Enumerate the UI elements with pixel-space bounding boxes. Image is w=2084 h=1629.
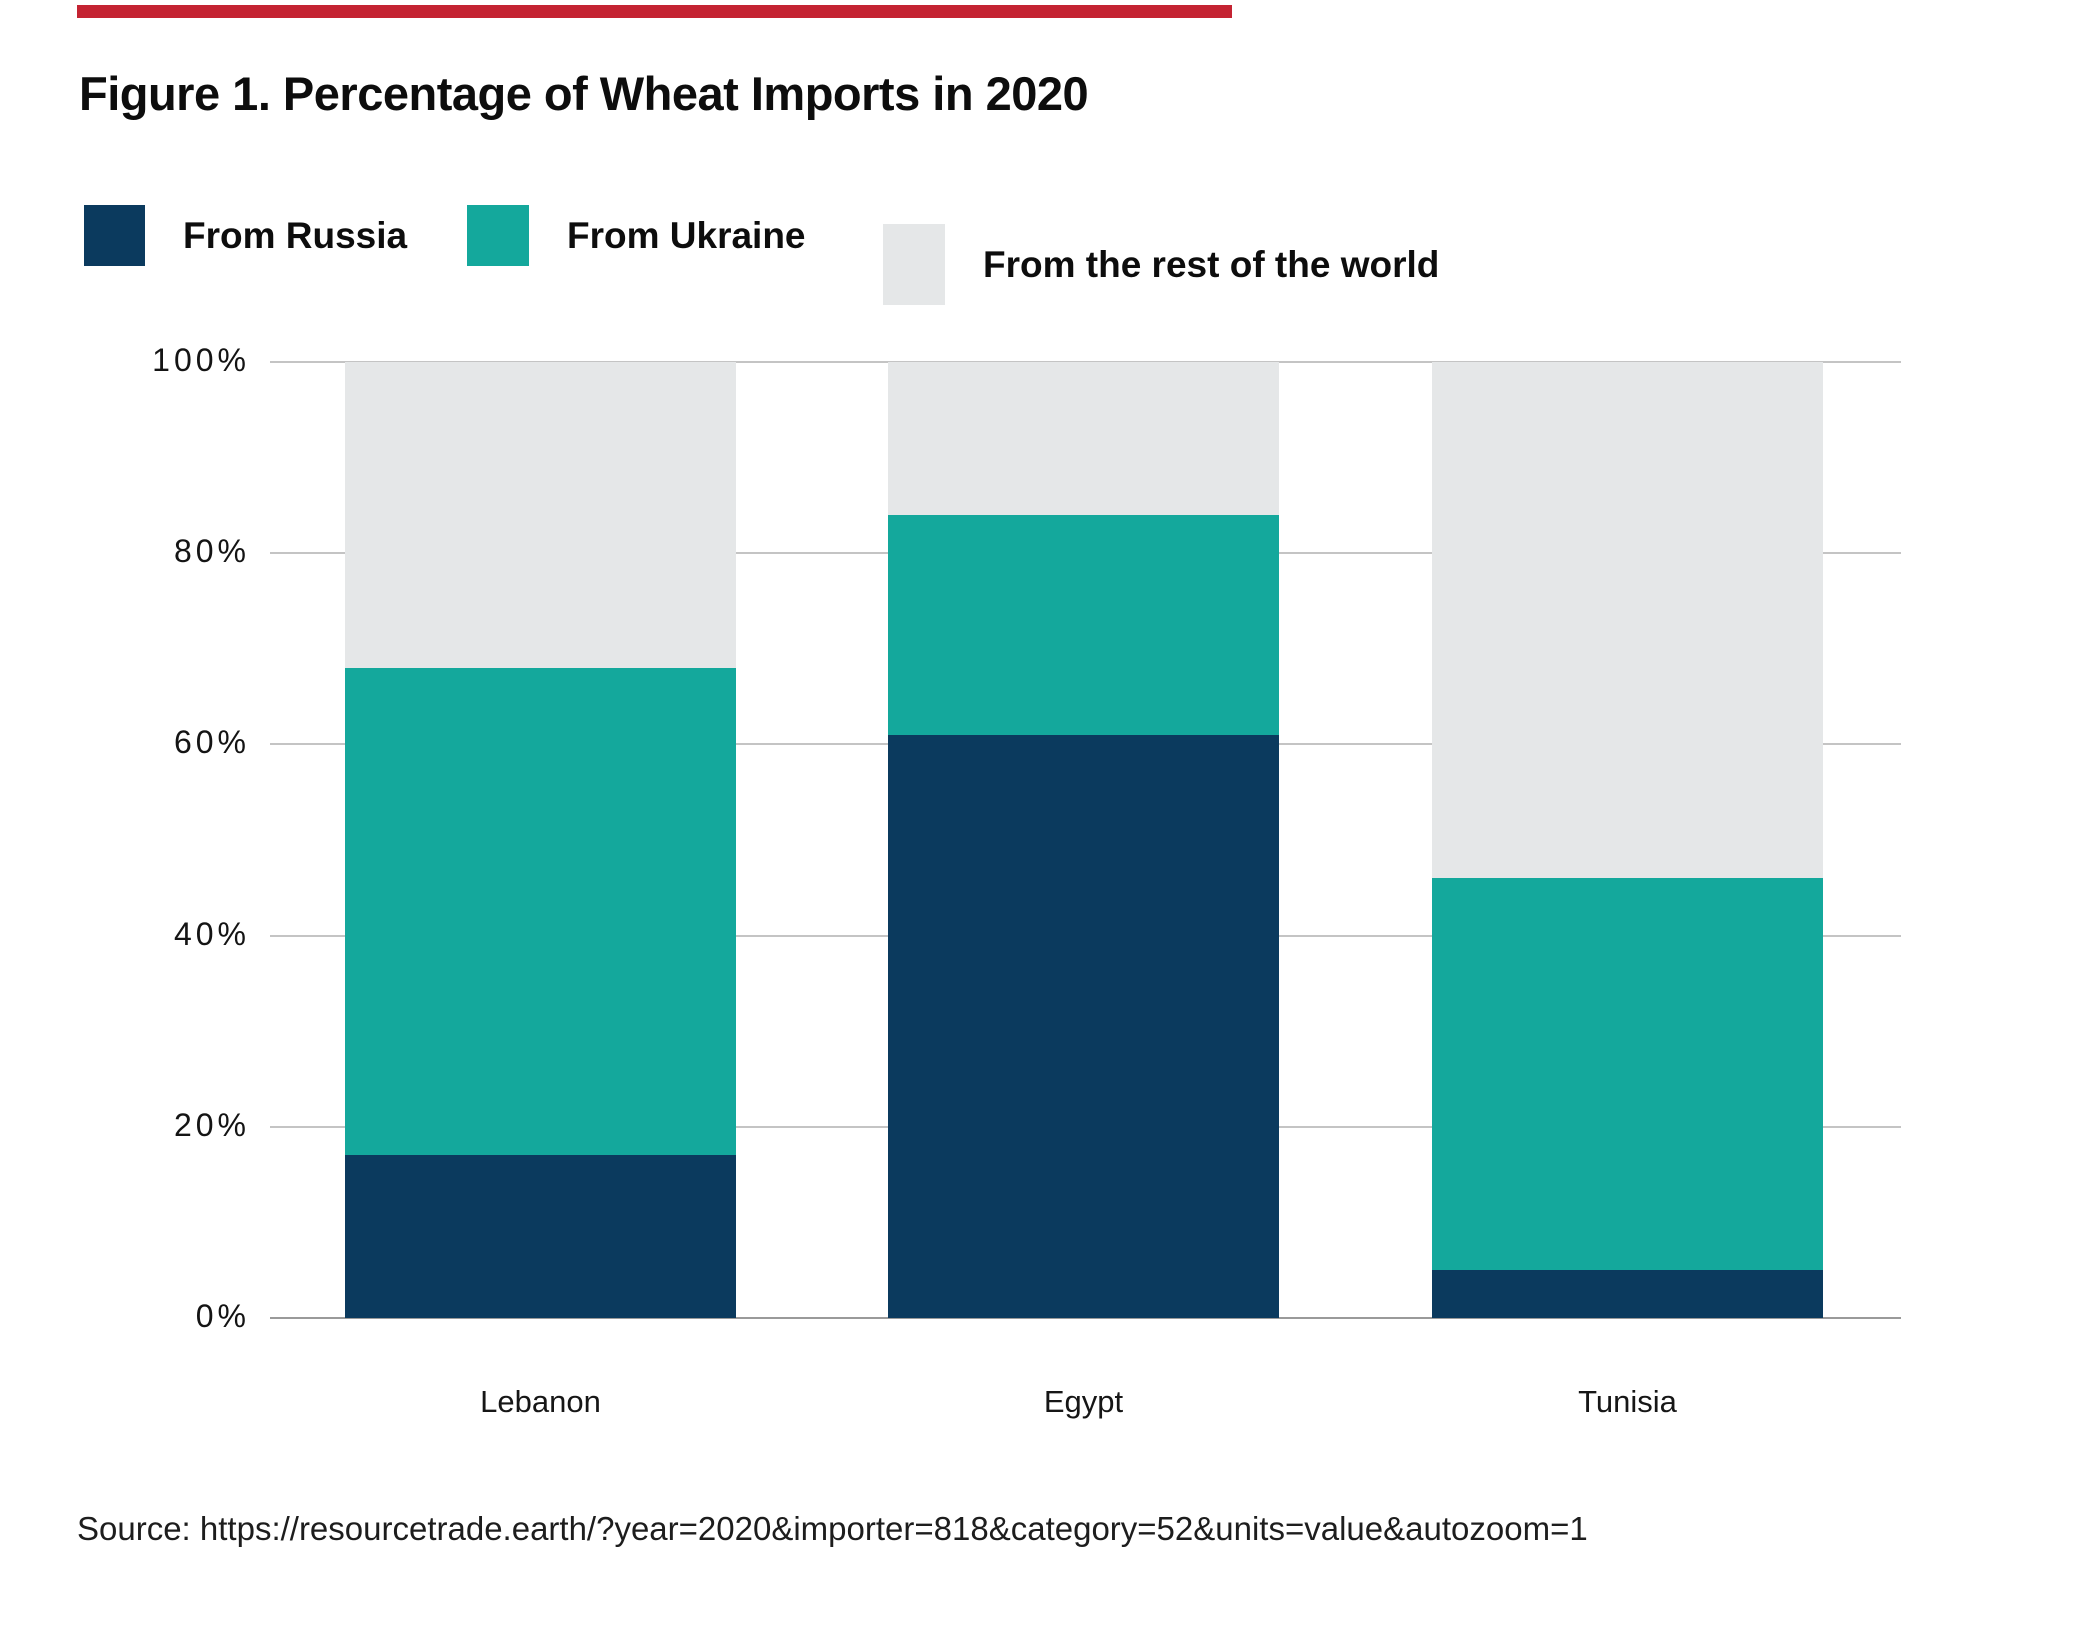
y-axis-tick-label: 40% — [173, 916, 250, 952]
y-axis-tick-label: 80% — [173, 533, 250, 569]
legend-swatch-from-the-rest-of-the-world — [883, 224, 945, 305]
legend-label: From Russia — [183, 214, 408, 256]
x-axis-label-lebanon: Lebanon — [480, 1384, 601, 1419]
bar-segment-lebanon-from-ukraine — [345, 668, 736, 1155]
bar-segment-egypt-from-the-rest-of-the-world — [888, 362, 1279, 515]
accent-rule — [77, 5, 1232, 18]
legend-swatch-from-ukraine — [467, 205, 529, 266]
legend-item-from-the-rest-of-the-world: From the rest of the world — [883, 224, 1439, 305]
bar-segment-tunisia-from-the-rest-of-the-world — [1432, 362, 1823, 878]
bar-segment-tunisia-from-ukraine — [1432, 878, 1823, 1270]
legend-swatch-from-russia — [84, 205, 145, 266]
y-axis-tick-label: 100% — [152, 342, 250, 378]
y-axis-tick-label: 0% — [195, 1298, 250, 1334]
legend-item-from-ukraine: From Ukraine — [467, 205, 806, 266]
legend-item-from-russia: From Russia — [84, 205, 407, 266]
legend-label: From the rest of the world — [983, 243, 1440, 285]
y-axis-tick-label: 20% — [173, 1107, 250, 1143]
x-axis-label-tunisia: Tunisia — [1578, 1384, 1677, 1419]
legend-label: From Ukraine — [567, 214, 806, 256]
y-axis-tick-label: 60% — [173, 724, 250, 760]
gridline-0pct — [270, 1317, 1901, 1319]
figure-title: Figure 1. Percentage of Wheat Imports in… — [79, 67, 1089, 120]
x-axis-label-egypt: Egypt — [1043, 1384, 1124, 1419]
bar-segment-lebanon-from-russia — [345, 1155, 736, 1318]
bar-segment-egypt-from-russia — [888, 735, 1279, 1318]
bar-segment-egypt-from-ukraine — [888, 515, 1279, 735]
bar-segment-tunisia-from-russia — [1432, 1270, 1823, 1318]
bar-segment-lebanon-from-the-rest-of-the-world — [345, 362, 736, 668]
source-note: Source: https://resourcetrade.earth/?yea… — [77, 1510, 1588, 1547]
